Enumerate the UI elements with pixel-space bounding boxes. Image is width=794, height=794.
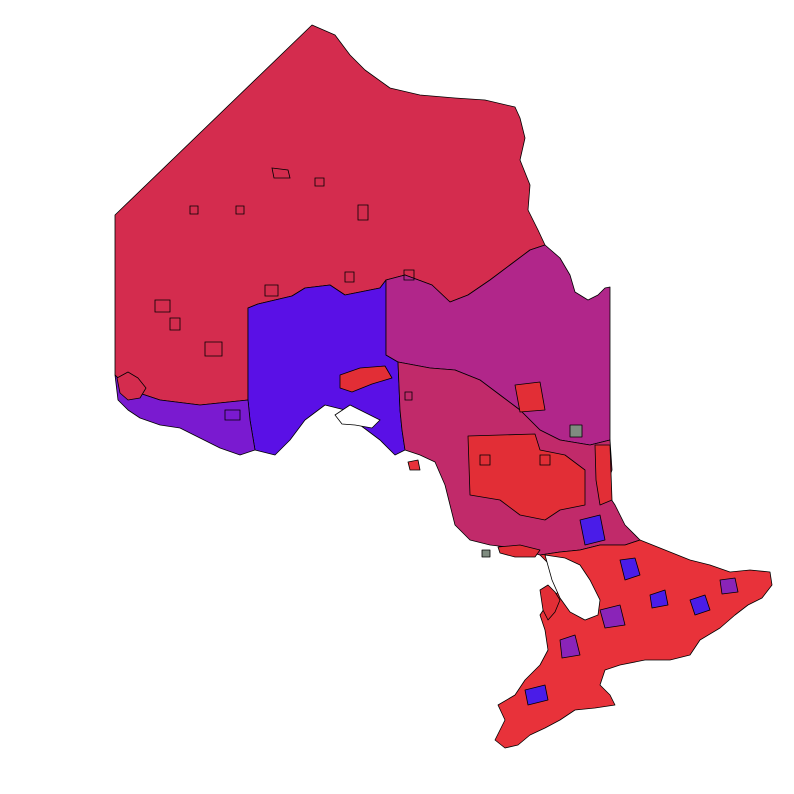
region-south-purple-2 [559,634,581,659]
small-polygon-6 [169,317,181,331]
small-polygon-12 [224,409,241,421]
region-northwest-violet [114,374,256,456]
superior-islands [407,459,421,471]
region-south-blue-4 [689,594,711,616]
small-polygon-1 [271,167,291,179]
region-south-blue-3 [524,684,549,706]
small-polygon-2 [314,177,325,187]
region-bruce-peninsula [539,584,561,621]
small-polygon-5 [154,299,171,313]
small-polygon-4 [344,271,355,283]
region-red-near-nipigon [339,365,393,393]
region-south-blue-1 [619,557,641,581]
small-polygon-3 [357,204,369,221]
small-polygon-11 [189,205,199,215]
lake-of-the-woods-islands [116,371,147,401]
small-polygon-7 [204,341,223,357]
small-polygon-10 [235,205,245,215]
region-gray-1 [569,424,583,438]
small-polygon-13 [404,391,413,401]
region-south-blue-5 [649,589,669,609]
region-south-purple-1 [599,604,626,629]
region-south-blue-2 [579,514,606,546]
region-gray-2 [481,549,491,558]
manitoulin-island [497,544,541,558]
lake-georgian-bay [544,554,601,621]
region-red-east-strip [594,444,613,506]
lake-nipigon [334,404,381,429]
small-polygon-8 [264,284,279,297]
region-central-red [467,433,586,521]
small-polygon-9 [403,269,415,281]
region-red-mid [514,381,546,413]
region-south-purple-3 [719,577,739,595]
small-polygon-14 [479,454,491,466]
small-polygon-15 [539,454,551,466]
